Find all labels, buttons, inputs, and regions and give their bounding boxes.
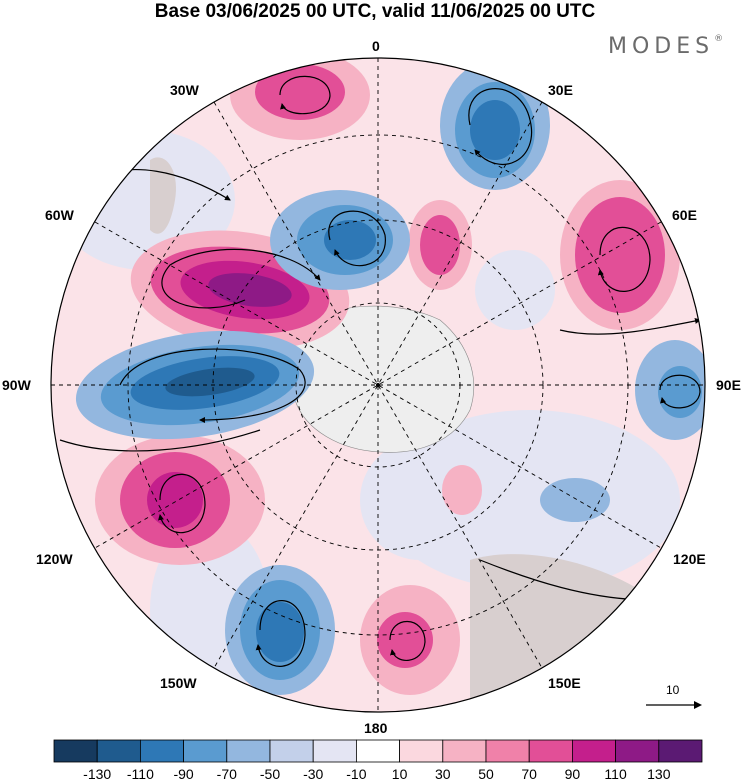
- vector-key-label: 10: [666, 683, 680, 697]
- colorbar-tick-label: -90: [173, 766, 194, 782]
- colorbar-swatch: [183, 739, 228, 763]
- colorbar-swatch: [442, 739, 487, 763]
- brand-name: MODES: [608, 34, 715, 59]
- colorbar-tick-label: -110: [126, 766, 154, 782]
- colorbar-swatch: [485, 739, 530, 763]
- vector-key-arrow: [646, 701, 702, 709]
- colorbar: [53, 739, 703, 763]
- colorbar-swatch: [399, 739, 444, 763]
- colorbar-tick-label: 130: [647, 766, 671, 782]
- longitude-label-30e: 30E: [548, 82, 573, 98]
- colorbar-tick-label: -50: [259, 766, 281, 782]
- vector-key: 10: [640, 683, 710, 713]
- colorbar-tick-label: -30: [303, 766, 324, 782]
- longitude-label-0: 0: [372, 38, 380, 54]
- weak-negative-area: [475, 250, 555, 330]
- map-title: Base 03/06/2025 00 UTC, valid 11/06/2025…: [154, 1, 596, 22]
- colorbar-swatch: [355, 739, 400, 763]
- registered-mark: ®: [714, 34, 724, 44]
- australia-land: [470, 554, 640, 712]
- longitude-label-60w: 60W: [45, 207, 74, 223]
- modes-logo: MODES®: [608, 34, 723, 59]
- colorbar-swatch: [528, 739, 573, 763]
- colorbar-swatch: [615, 739, 660, 763]
- longitude-label-180: 180: [364, 720, 388, 736]
- colorbar-tick-label: 10: [391, 766, 408, 782]
- colorbar-swatch: [226, 739, 271, 763]
- colorbar-tick-label: 30: [435, 766, 451, 782]
- longitude-label-30w: 30W: [170, 82, 199, 98]
- longitude-label-90w: 90W: [2, 377, 31, 393]
- colorbar-tick-label: 90: [564, 766, 581, 782]
- colorbar-labels: -130 -110 -90 -70 -50 -30 -10 10 30 50 70 90 110 130: [0, 766, 750, 783]
- longitude-label-120w: 120W: [36, 551, 73, 567]
- longitude-label-60e: 60E: [672, 207, 697, 223]
- colorbar-swatch: [96, 739, 141, 763]
- anomaly-field: [51, 58, 705, 712]
- colorbar-tick-label: 50: [478, 766, 494, 782]
- colorbar-swatch: [572, 739, 617, 763]
- colorbar-tick-label: -70: [216, 766, 237, 782]
- longitude-label-120e: 120E: [673, 551, 706, 567]
- colorbar-tick-label: -10: [346, 766, 367, 782]
- longitude-label-150w: 150W: [160, 675, 197, 691]
- longitude-label-150e: 150E: [548, 675, 581, 691]
- colorbar-tick-label: 70: [521, 766, 537, 782]
- colorbar-tick-label: -130: [83, 766, 112, 782]
- longitude-label-90e: 90E: [716, 377, 741, 393]
- colorbar-swatch: [53, 739, 98, 763]
- graticule: [51, 58, 705, 712]
- colorbar-tick-label: 110: [604, 766, 627, 782]
- colorbar-swatch: [658, 739, 703, 763]
- colorbar-swatch: [312, 739, 357, 763]
- south-america-land: [150, 157, 176, 234]
- colorbar-swatch: [139, 739, 184, 763]
- colorbar-swatch: [269, 739, 314, 763]
- map-boundary: [50, 57, 706, 713]
